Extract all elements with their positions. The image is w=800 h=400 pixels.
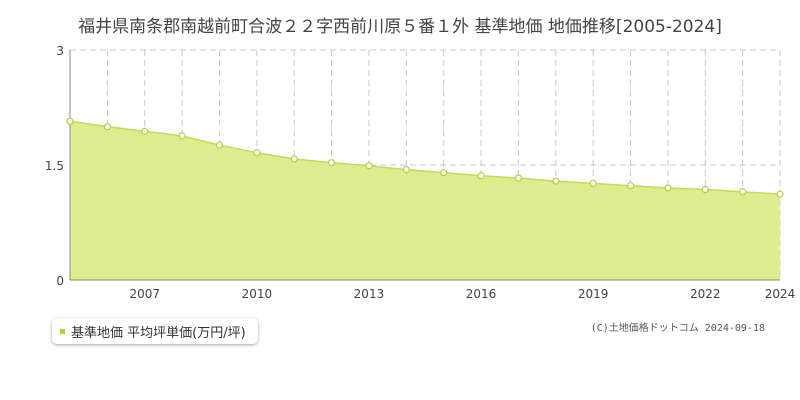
data-point (327, 159, 336, 167)
x-tick-label: 2019 (578, 287, 609, 301)
series-line (69, 120, 781, 195)
data-point (178, 132, 186, 140)
x-tick-label: 2022 (690, 287, 721, 301)
data-point (103, 123, 111, 131)
copyright-text: (C)土地価格ドットコム 2024-09-18 (590, 323, 765, 334)
y-tick-label: 0 (56, 274, 64, 288)
data-point (664, 184, 672, 192)
area-fill (70, 121, 780, 280)
data-point (589, 179, 597, 187)
data-point (290, 155, 298, 163)
y-tick-label: 3 (56, 44, 64, 58)
x-tick-label: 2016 (466, 287, 497, 301)
data-point (739, 188, 747, 196)
data-points (66, 117, 784, 198)
data-point (626, 182, 635, 190)
chart-title: 福井県南条郡南越前町合波２２字西前川原５番１外 基準地価 地価推移[2005-2… (78, 17, 722, 37)
x-tick-label: 2010 (242, 287, 273, 301)
x-tick-label: 2007 (129, 287, 160, 301)
data-point (253, 149, 261, 157)
axes (69, 50, 780, 281)
data-point (215, 141, 224, 149)
x-tick-label: 2024 (765, 287, 796, 301)
data-point (776, 190, 784, 198)
legend-label: 基準地価 平均坪単価(万円/坪) (71, 325, 246, 341)
data-point (701, 185, 709, 194)
legend: 基準地価 平均坪単価(万円/坪) (52, 318, 258, 344)
data-point (552, 177, 560, 185)
data-point (477, 172, 485, 180)
data-point (141, 127, 149, 135)
legend-swatch (60, 328, 65, 334)
data-point (440, 169, 448, 177)
data-point (365, 162, 373, 170)
area-series (69, 120, 781, 280)
y-tick-label: 1.5 (45, 159, 64, 173)
data-point (514, 174, 523, 182)
data-point (66, 117, 74, 125)
x-tick-label: 2013 (354, 287, 385, 301)
data-point (402, 166, 410, 174)
tick-labels: 0 1.5 3 2007 2010 2013 2016 2019 2022 2024 (45, 44, 795, 301)
